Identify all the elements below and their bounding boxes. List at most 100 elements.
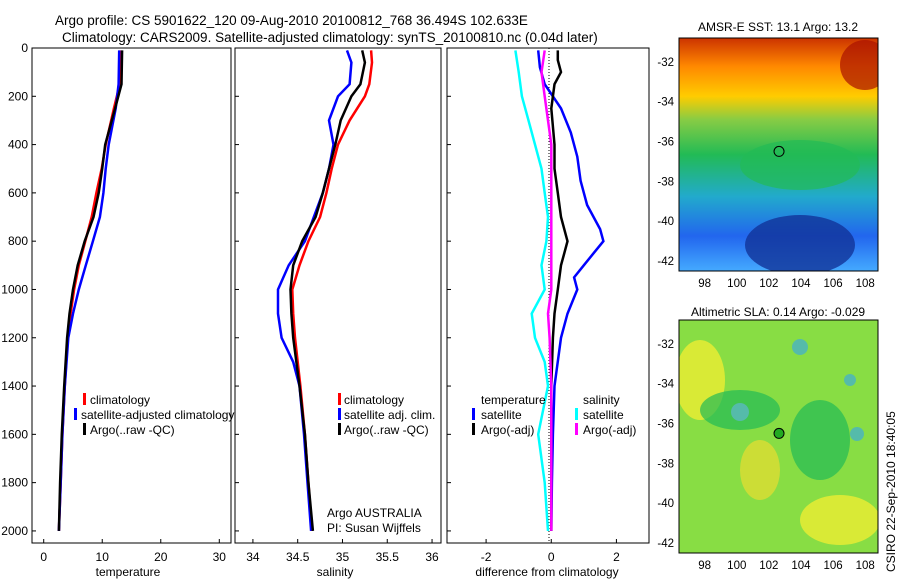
map-x-tick-label: 98	[698, 278, 711, 290]
sst-argo-marker	[773, 145, 785, 157]
legend-label-argo: Argo(..raw -QC)	[344, 423, 429, 437]
sst-warm-patch	[840, 40, 878, 90]
sla-high-eddy	[731, 403, 749, 421]
legend-label-sal-satellite: satellite	[583, 408, 624, 422]
legend-title-temperature: temperature	[481, 393, 546, 407]
legend-label-climatology: climatology	[344, 393, 404, 407]
y-tick-label: 1000	[1, 282, 28, 296]
temperature-axis-label: temperature	[96, 565, 161, 579]
map-x-tick-label: 100	[727, 560, 746, 572]
map-x-tick-label: 102	[759, 278, 778, 290]
map-y-tick-label: -32	[657, 57, 674, 69]
map-y-tick-label: -34	[657, 379, 674, 391]
legend-label-satellite: satellite adj. clim.	[344, 408, 435, 422]
x-tick-label: 20	[154, 550, 168, 564]
legend-swatch-temp-argo	[472, 423, 475, 435]
y-tick-label: 600	[8, 186, 28, 200]
x-tick-label: 0	[40, 550, 47, 564]
sla-high-eddy	[850, 427, 864, 441]
map-y-tick-label: -36	[657, 137, 674, 149]
figure-title-line1: Argo profile: CS 5901622_120 09-Aug-2010…	[55, 13, 528, 28]
map-y-tick-label: -38	[657, 458, 674, 470]
axis-ticks: 0 10 20 30020040060080010001200140016001800…	[1, 41, 874, 572]
legend-swatch-temp-satellite	[472, 408, 475, 420]
map-y-tick-label: -40	[657, 216, 674, 228]
legend-swatch-argo	[338, 423, 341, 435]
temperature-profile-lines	[57, 50, 124, 531]
legend-label-sal-argo: Argo(-adj)	[583, 423, 636, 437]
y-tick-label: 0	[21, 41, 28, 55]
sst-map-frame	[678, 37, 879, 272]
sla-map-frame	[678, 319, 879, 554]
y-tick-label: 2000	[1, 524, 28, 538]
profile-series-2-2	[514, 50, 550, 531]
sla-argo-marker	[773, 427, 785, 439]
legend-title-salinity: salinity	[583, 393, 620, 407]
salinity-profile-lines	[276, 49, 374, 532]
map-x-tick-label: 98	[698, 560, 711, 572]
legend-swatch-sal-argo	[575, 423, 578, 435]
map-x-tick-label: 104	[791, 560, 811, 572]
sla-high-eddy	[792, 339, 808, 355]
map-x-tick-label: 106	[823, 560, 842, 572]
map-y-tick-label: -42	[657, 538, 674, 550]
temperature-legend: climatology satellite-adjusted climatolo…	[74, 393, 234, 437]
map-x-tick-label: 104	[791, 278, 811, 290]
legend-swatch-climatology	[338, 393, 341, 405]
argo-program-note: Argo AUSTRALIA	[327, 506, 422, 520]
difference-legend: temperature satellite Argo(-adj) salinit…	[472, 393, 636, 437]
legend-swatch-sal-satellite	[575, 408, 578, 420]
map-y-tick-label: -40	[657, 498, 674, 510]
profile-series-1-0	[291, 50, 374, 531]
salinity-axis-label: salinity	[317, 565, 354, 579]
profile-series-0-2	[57, 50, 124, 531]
profile-series-2-0	[536, 50, 605, 531]
y-tick-label: 1200	[1, 331, 28, 345]
sla-yellow-patch	[740, 440, 780, 500]
pi-note: PI: Susan Wijffels	[327, 521, 421, 535]
profile-series-2-3	[540, 50, 553, 531]
y-tick-label: 200	[8, 89, 28, 103]
legend-swatch-satellite	[74, 408, 77, 420]
legend-label-temp-argo: Argo(-adj)	[481, 423, 534, 437]
temperature-plot-frame	[31, 47, 232, 544]
x-tick-label: 2	[613, 550, 620, 564]
legend-label-satellite: satellite-adjusted climatology	[81, 408, 234, 422]
x-tick-label: 35.5	[376, 550, 400, 564]
x-tick-label: 10	[96, 550, 110, 564]
sst-map-title: AMSR-E SST: 13.1 Argo: 13.2	[698, 20, 858, 34]
legend-swatch-climatology	[83, 393, 86, 405]
y-tick-label: 1400	[1, 379, 28, 393]
x-tick-label: 36	[425, 550, 439, 564]
legend-label-climatology: climatology	[90, 393, 150, 407]
y-tick-label: 400	[8, 138, 28, 152]
x-tick-label: 35	[336, 550, 350, 564]
sla-map-title: Altimetric SLA: 0.14 Argo: -0.029	[691, 305, 865, 319]
profile-series-2-1	[550, 50, 569, 531]
credit-stamp: CSIRO 22-Sep-2010 18:40:05	[884, 411, 898, 572]
sla-high-eddy	[844, 374, 856, 386]
map-x-tick-label: 106	[823, 278, 842, 290]
legend-swatch-satellite	[338, 408, 341, 420]
sst-map	[679, 38, 878, 271]
sst-cool-patch	[745, 215, 855, 271]
y-tick-label: 800	[8, 234, 28, 248]
x-tick-label: 0	[548, 550, 555, 564]
profile-series-1-2	[289, 50, 367, 532]
sst-green-patch	[740, 140, 860, 190]
figure-title-line2: Climatology: CARS2009. Satellite-adjuste…	[62, 30, 598, 45]
salinity-plot-frame	[234, 47, 442, 544]
map-y-tick-label: -32	[657, 339, 674, 351]
salinity-legend: climatology satellite adj. clim. Argo(..…	[338, 393, 435, 437]
x-tick-label: 34	[246, 550, 260, 564]
map-y-tick-label: -34	[657, 97, 674, 109]
y-tick-label: 1600	[1, 427, 28, 441]
map-x-tick-label: 108	[856, 278, 875, 290]
y-tick-label: 1800	[1, 476, 28, 490]
sla-green-patch	[790, 400, 850, 480]
x-tick-label: -2	[481, 550, 492, 564]
map-x-tick-label: 100	[727, 278, 746, 290]
difference-plot-frame	[446, 47, 650, 544]
difference-axis-label: difference from climatology	[475, 565, 618, 579]
